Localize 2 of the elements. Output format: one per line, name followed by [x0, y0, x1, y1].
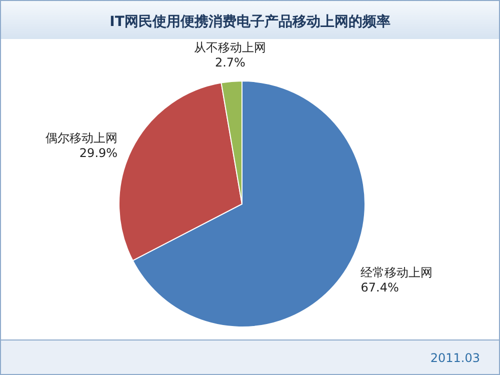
annotation: 2011.03: [430, 351, 480, 365]
title: IT网民使用便携消费电子产品移动上网的频率: [110, 14, 390, 30]
